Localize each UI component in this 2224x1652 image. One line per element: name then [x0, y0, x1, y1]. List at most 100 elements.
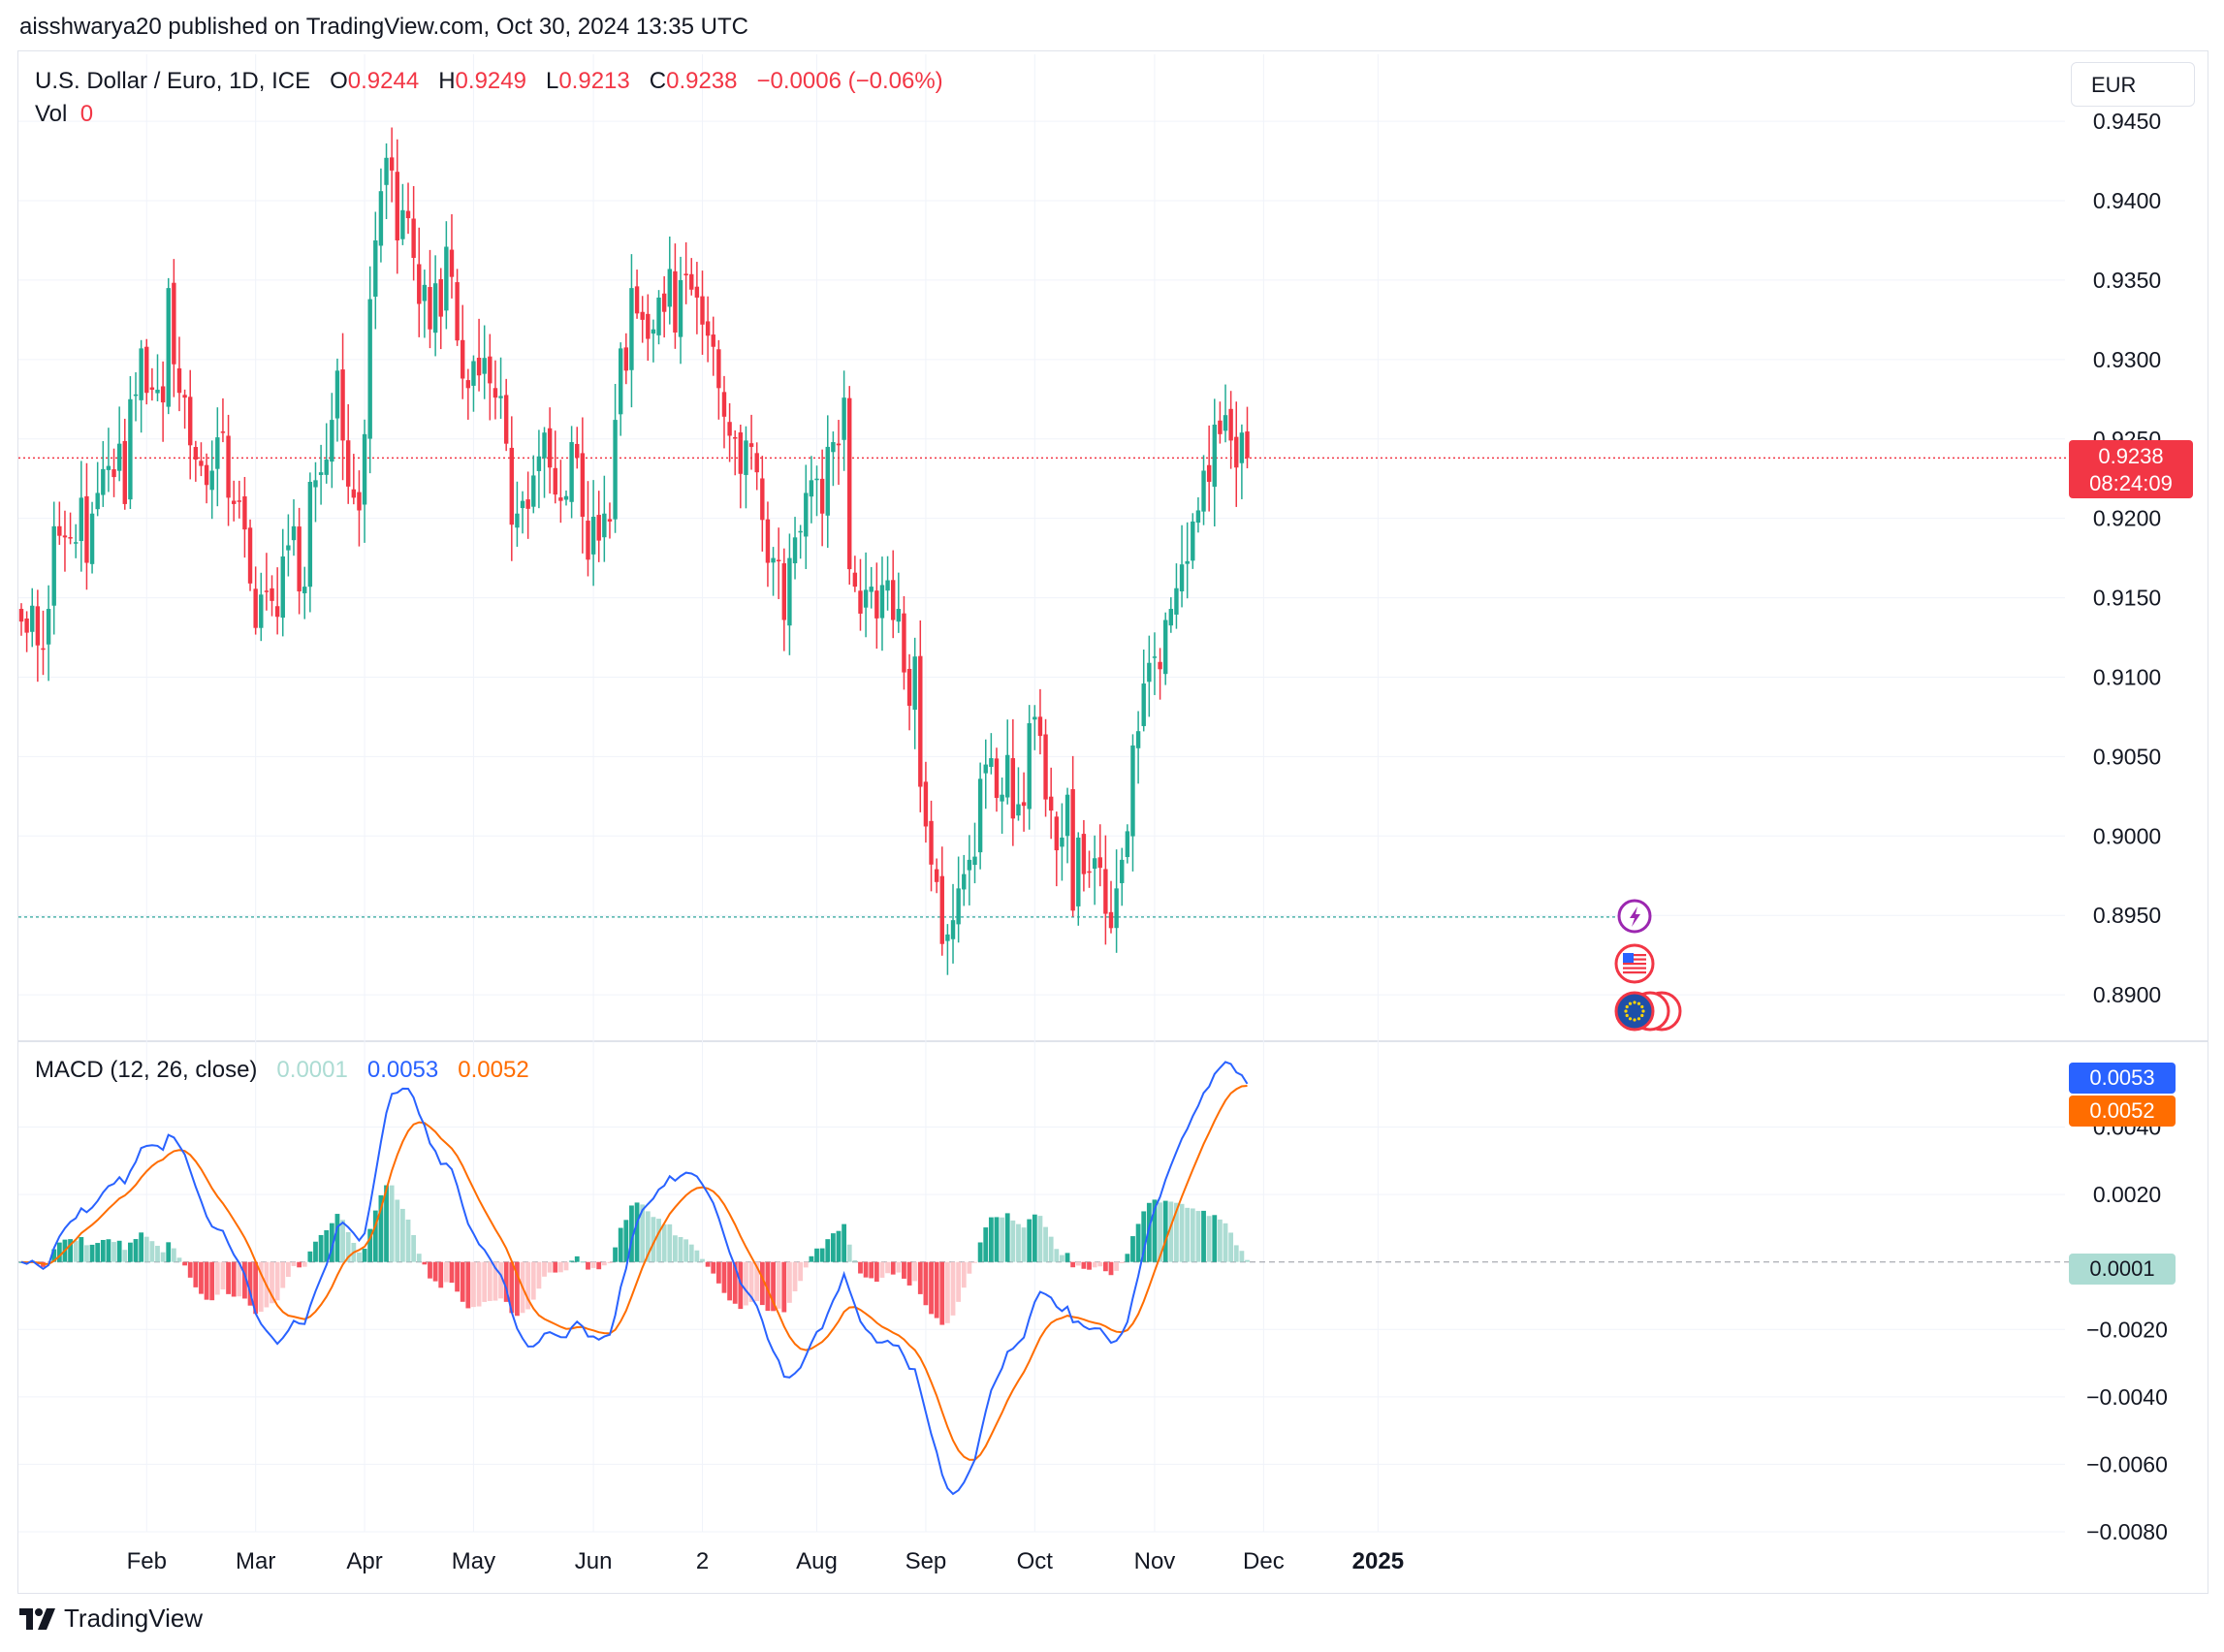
- price-axis-label: 0.9100: [2093, 664, 2161, 689]
- candle-body: [748, 443, 754, 447]
- price-axis-label: 0.9200: [2093, 506, 2161, 531]
- eu-flag-star: [1640, 1004, 1644, 1009]
- us-flag-stripe: [1623, 963, 1646, 966]
- candle-body: [1081, 834, 1087, 874]
- symbol-title[interactable]: U.S. Dollar / Euro, 1D, ICE: [35, 68, 311, 94]
- macd-histogram-bar: [1000, 1217, 1004, 1262]
- macd-histogram-bar: [1201, 1210, 1206, 1262]
- macd-histogram-bar: [661, 1223, 667, 1262]
- macd-histogram-bar: [1016, 1223, 1021, 1262]
- eu-flag-star: [1640, 1013, 1644, 1018]
- candle-body: [673, 270, 678, 333]
- macd-histogram-bar: [345, 1231, 351, 1262]
- candle-body: [683, 273, 688, 276]
- candle-body: [176, 367, 182, 394]
- candle-body: [651, 329, 656, 334]
- macd-histogram-bar: [116, 1240, 122, 1262]
- eu-flag-star: [1636, 1001, 1641, 1005]
- candle-body: [384, 157, 389, 185]
- chart-frame[interactable]: [17, 50, 2208, 1594]
- macd-histogram-bar: [274, 1261, 280, 1301]
- candle-body: [270, 588, 274, 601]
- candle-body: [144, 346, 149, 394]
- macd-histogram-bar: [678, 1237, 683, 1262]
- macd-hist-value: 0.0001: [276, 1057, 348, 1083]
- macd-histogram-bar: [586, 1261, 590, 1270]
- macd-histogram-bar: [1152, 1199, 1158, 1262]
- macd-histogram-bar: [1070, 1261, 1076, 1268]
- time-axis-label: Feb: [127, 1548, 167, 1574]
- candle-body: [476, 358, 482, 376]
- macd-histogram-bar: [1108, 1261, 1114, 1276]
- macd-histogram-bar: [814, 1248, 819, 1262]
- candle-body: [525, 499, 530, 509]
- macd-histogram-bar: [492, 1261, 498, 1301]
- macd-title[interactable]: MACD (12, 26, close): [35, 1057, 258, 1083]
- candle-body: [461, 339, 465, 379]
- volume-legend: Vol 0: [35, 101, 93, 128]
- tradingview-logo[interactable]: TradingView: [19, 1604, 203, 1634]
- candle-body: [1239, 432, 1245, 463]
- macd-histogram-bar: [515, 1261, 520, 1317]
- candle-body: [842, 397, 846, 440]
- candle-body: [297, 526, 302, 592]
- candle-body: [586, 521, 590, 560]
- eu-flag-icon[interactable]: [1614, 991, 1682, 1032]
- macd-histogram-bar: [798, 1261, 804, 1282]
- macd-histogram-bar: [389, 1185, 395, 1262]
- macd-axis-label: 0.0020: [2093, 1182, 2161, 1207]
- price-axis-label: 0.9450: [2093, 109, 2161, 134]
- candle-body: [1027, 722, 1032, 810]
- macd-histogram-bar: [547, 1261, 553, 1273]
- macd-histogram-bar: [68, 1239, 73, 1262]
- macd-histogram-bar: [428, 1261, 432, 1279]
- macd-histogram-bar: [781, 1261, 787, 1313]
- currency-selector[interactable]: EUR: [2071, 62, 2195, 107]
- candle-body: [62, 535, 68, 538]
- lightning-icon[interactable]: [1617, 899, 1652, 934]
- macd-histogram-bar: [443, 1261, 449, 1283]
- macd-histogram-bar: [596, 1261, 602, 1270]
- candle-body: [1223, 415, 1228, 431]
- price-axis-label: 0.9050: [2093, 744, 2161, 769]
- candle-body: [286, 545, 291, 551]
- last-price-tag: 0.9238 08:24:09: [2069, 440, 2193, 498]
- time-axis-label: Jun: [575, 1548, 613, 1574]
- candle-body: [1043, 734, 1048, 800]
- candle-body: [264, 590, 270, 592]
- macd-histogram-bar: [580, 1260, 586, 1262]
- macd-histogram-bar: [618, 1227, 623, 1262]
- candle-body: [291, 525, 297, 541]
- macd-histogram-bar: [830, 1233, 836, 1262]
- macd-histogram-bar: [84, 1245, 89, 1262]
- macd-histogram-bar: [1102, 1261, 1108, 1272]
- candle-body: [444, 246, 449, 311]
- candle-body: [122, 440, 127, 504]
- candle-body: [912, 656, 917, 711]
- macd-histogram-bar: [1087, 1261, 1092, 1270]
- macd-histogram-bar: [460, 1261, 465, 1302]
- published-caption: aisshwarya20 published on TradingView.co…: [19, 14, 748, 40]
- low-label: L: [545, 68, 559, 94]
- macd-histogram-bar: [673, 1235, 678, 1262]
- macd-histogram-bar: [1206, 1216, 1212, 1262]
- candle-body: [79, 497, 84, 542]
- eu-flag-star: [1628, 1001, 1633, 1005]
- candle-body: [798, 530, 803, 533]
- macd-histogram-bar: [1060, 1255, 1064, 1262]
- macd-histogram-bar: [242, 1261, 247, 1299]
- macd-histogram-bar: [329, 1223, 334, 1262]
- us-flag-stripe: [1623, 954, 1646, 957]
- macd-histogram-bar: [176, 1257, 182, 1262]
- macd-histogram-bar: [280, 1261, 286, 1288]
- macd-histogram-bar: [787, 1261, 792, 1303]
- macd-histogram-bar: [1228, 1232, 1234, 1262]
- candle-body: [340, 369, 345, 441]
- macd-histogram-bar: [182, 1261, 187, 1266]
- candle-body: [1114, 888, 1119, 929]
- candle-body: [330, 420, 334, 462]
- candle-body: [765, 519, 771, 563]
- us-flag-icon[interactable]: [1614, 943, 1655, 984]
- macd-histogram-bar: [1233, 1245, 1239, 1262]
